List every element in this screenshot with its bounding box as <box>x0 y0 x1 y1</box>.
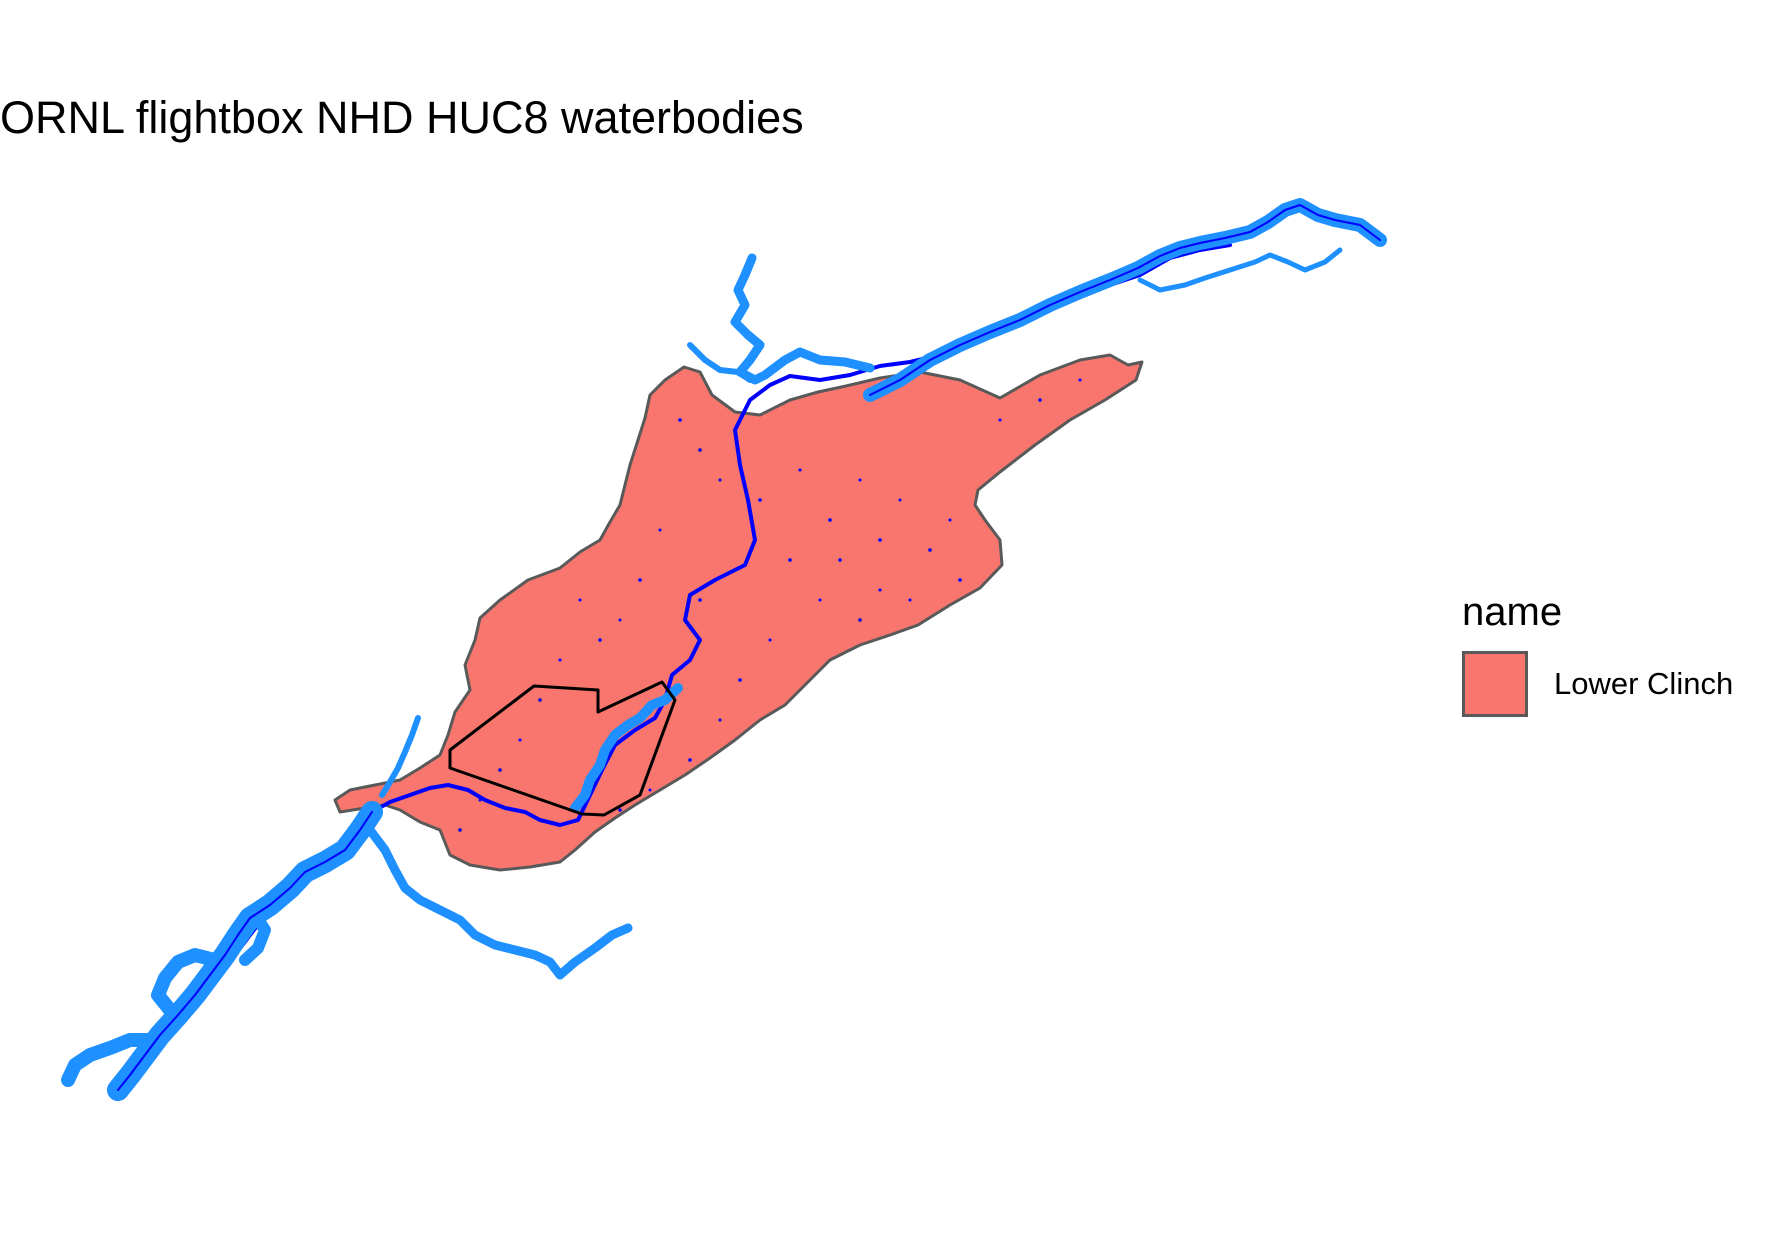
southwest-reservoir <box>107 801 383 1101</box>
southwest-reservoir-lower-arm <box>61 1033 157 1087</box>
northeast-reservoir-outline <box>869 204 1381 396</box>
north-tributary <box>730 253 875 385</box>
legend: name Lower Clinch <box>1462 590 1733 717</box>
legend-item-lower-clinch: Lower Clinch <box>1462 651 1733 717</box>
map-title: ORNL flightbox NHD HUC8 waterbodies <box>0 92 804 143</box>
southeast-tributary <box>365 825 633 980</box>
southwest-reservoir-mid-arm <box>239 909 271 966</box>
southwest-reservoir-left-arm <box>151 948 222 1017</box>
legend-item-label: Lower Clinch <box>1554 666 1734 701</box>
small-waterbodies <box>458 378 1082 832</box>
legend-key-swatch <box>1462 651 1528 717</box>
west-tributary <box>379 715 421 798</box>
northwest-tributary <box>687 342 753 383</box>
far-northeast-tributary <box>1137 247 1343 293</box>
ornl-flightbox <box>448 680 677 817</box>
southwest-reservoir-outline <box>117 811 373 1091</box>
clinch-meander <box>570 683 683 813</box>
huc8-lower-clinch-polygon <box>333 353 1144 872</box>
legend-title: name <box>1462 590 1563 634</box>
